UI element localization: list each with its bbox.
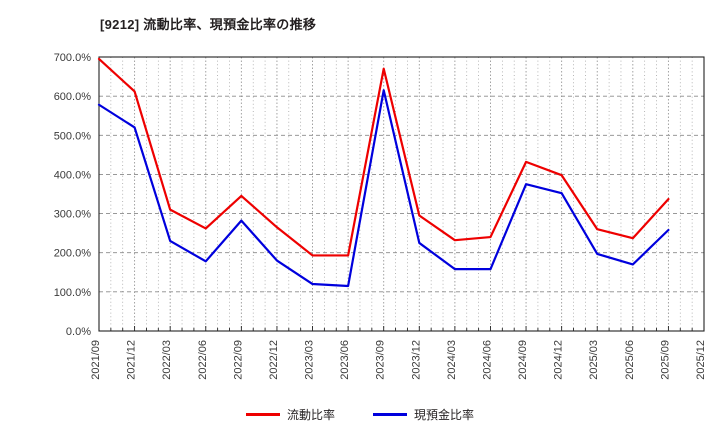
- axis-frame: [98, 56, 705, 332]
- legend-item-current-ratio: 流動比率: [245, 406, 335, 423]
- svg-text:600.0%: 600.0%: [54, 91, 92, 103]
- svg-text:2021/09: 2021/09: [90, 340, 102, 380]
- legend-item-cash-ratio: 現預金比率: [373, 406, 474, 423]
- svg-text:2025/03: 2025/03: [588, 340, 600, 380]
- svg-text:2023/12: 2023/12: [410, 340, 422, 380]
- svg-text:2024/06: 2024/06: [481, 340, 493, 380]
- svg-text:0.0%: 0.0%: [66, 326, 91, 338]
- legend-swatch-current-ratio: [245, 413, 280, 416]
- chart-title: [9212] 流動比率、現預金比率の推移: [100, 17, 317, 32]
- legend-swatch-cash-ratio: [373, 413, 407, 416]
- series-line-0: [97, 57, 670, 257]
- svg-text:2022/09: 2022/09: [232, 340, 244, 380]
- legend-label-cash-ratio: 現預金比率: [414, 408, 475, 422]
- data-series-lines: [97, 57, 670, 288]
- svg-text:2024/03: 2024/03: [446, 340, 458, 380]
- svg-text:300.0%: 300.0%: [54, 209, 92, 221]
- svg-text:2022/03: 2022/03: [161, 340, 173, 380]
- x-axis-tick-labels: 2021/09 2021/12 2022/03 2022/06 2022/09 2022/…: [90, 340, 707, 380]
- y-axis-tick-labels: 0.0% 100.0% 200.0% 300.0% 400.0% 500.0% 600.0%…: [54, 52, 92, 338]
- svg-text:100.0%: 100.0%: [54, 287, 92, 299]
- svg-text:2025/09: 2025/09: [659, 340, 671, 380]
- svg-text:700.0%: 700.0%: [54, 52, 92, 64]
- svg-text:2022/12: 2022/12: [268, 340, 280, 380]
- svg-text:400.0%: 400.0%: [54, 169, 92, 181]
- svg-text:200.0%: 200.0%: [54, 248, 92, 260]
- chart-legend: 流動比率 現預金比率: [0, 406, 720, 423]
- series-line-1: [97, 89, 670, 288]
- svg-text:2021/12: 2021/12: [126, 340, 138, 380]
- svg-text:2023/03: 2023/03: [304, 340, 316, 380]
- svg-text:2024/09: 2024/09: [517, 340, 529, 380]
- grid-lines: [98, 56, 705, 331]
- svg-text:2024/12: 2024/12: [553, 340, 565, 380]
- svg-text:2025/06: 2025/06: [624, 340, 636, 380]
- svg-text:2023/06: 2023/06: [339, 340, 351, 380]
- svg-text:2023/09: 2023/09: [375, 340, 387, 380]
- svg-text:500.0%: 500.0%: [54, 130, 92, 142]
- svg-text:2025/12: 2025/12: [695, 340, 707, 380]
- legend-label-current-ratio: 流動比率: [286, 408, 335, 422]
- svg-text:2022/06: 2022/06: [197, 340, 209, 380]
